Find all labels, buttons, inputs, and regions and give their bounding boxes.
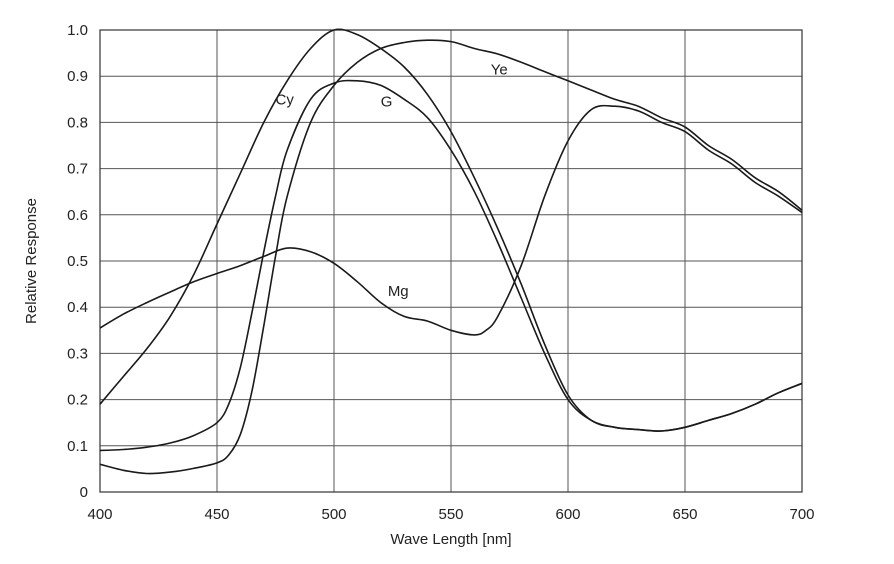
series-label-ye: Ye: [491, 61, 508, 78]
y-tick-label: 0.2: [67, 392, 88, 409]
y-tick-label: 0: [80, 484, 88, 501]
x-tick-label: 400: [87, 506, 112, 523]
y-tick-label: 0.1: [67, 438, 88, 455]
series-line-mg: [99, 104, 803, 336]
x-tick-label: 450: [204, 506, 229, 523]
series-labels: Cy G Ye Mg: [276, 61, 508, 300]
y-tick-label: 0.8: [67, 114, 88, 131]
y-tick-label: 0.3: [67, 345, 88, 362]
series-curves: [99, 28, 803, 475]
series-label-cy: Cy: [276, 91, 295, 108]
series-label-g: G: [381, 94, 393, 111]
series-label-mg: Mg: [388, 283, 409, 300]
x-tick-label: 700: [789, 506, 814, 523]
y-tick-label: 0.9: [67, 68, 88, 85]
x-tick-label: 600: [555, 506, 580, 523]
y-axis-label: Relative Response: [23, 198, 40, 324]
series-line-g: [99, 79, 803, 452]
y-axis-ticks: 0 0.1 0.2 0.3 0.4 0.5 0.6 0.7 0.8 0.9 1.0: [67, 22, 88, 501]
y-tick-label: 0.6: [67, 207, 88, 224]
y-tick-label: 0.4: [67, 299, 88, 316]
x-tick-label: 550: [438, 506, 463, 523]
y-tick-label: 0.5: [67, 253, 88, 270]
y-tick-label: 1.0: [67, 22, 88, 39]
x-tick-label: 650: [672, 506, 697, 523]
plot-frame: [99, 29, 803, 493]
x-axis-label: Wave Length [nm]: [390, 531, 511, 548]
grid: [100, 30, 802, 492]
x-axis-ticks: 400 450 500 550 600 650 700: [87, 506, 814, 523]
series-line-ye: [99, 39, 803, 475]
x-tick-label: 500: [321, 506, 346, 523]
y-tick-label: 0.7: [67, 161, 88, 178]
